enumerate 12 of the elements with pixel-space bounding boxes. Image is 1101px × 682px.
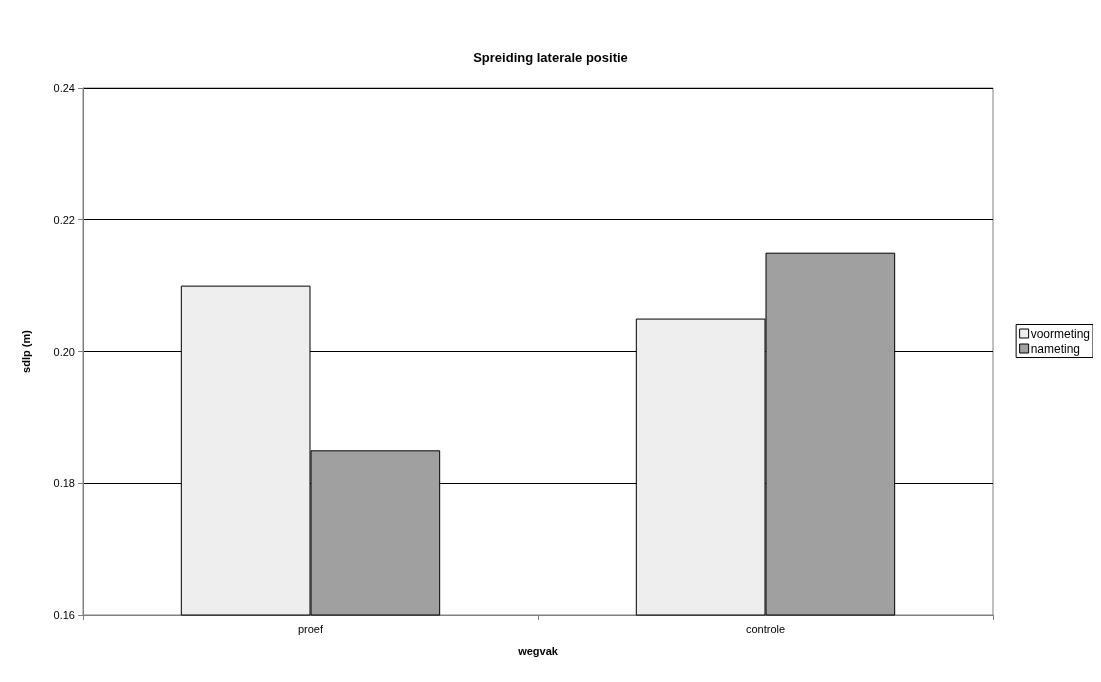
legend-label: voormeting	[1030, 326, 1091, 341]
x-axis-title: wegvak	[517, 644, 559, 657]
x-tick-label: proef	[297, 622, 324, 635]
y-tick-label: 0.22	[53, 213, 75, 226]
y-tick-label: 0.20	[53, 345, 75, 358]
y-axis-title: sdlp (m)	[19, 329, 32, 373]
y-tick-label: 0.16	[53, 609, 75, 621]
y-tick-label: 0.18	[53, 477, 75, 490]
x-tick-label: controle	[745, 622, 786, 635]
y-tick-label: 0.24	[53, 82, 75, 94]
legend-label: nameting	[1030, 341, 1081, 356]
chart-title: Spreiding laterale positie	[473, 50, 628, 65]
